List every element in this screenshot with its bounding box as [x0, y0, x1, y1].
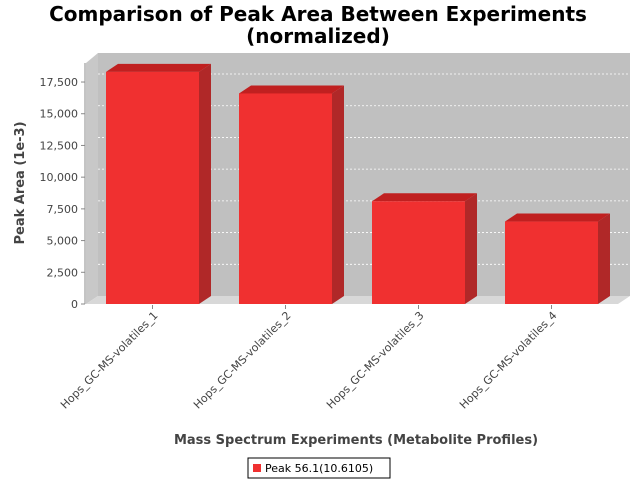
- legend-box: [247, 457, 391, 479]
- legend: Peak 56.1(10.6105): [247, 457, 391, 479]
- y-tick-label: 2,500: [47, 266, 79, 279]
- y-axis-ticks: 0 2,500 5,000 7,500 10,000 12,500 15,000 17,500: [40, 76, 85, 311]
- x-tick-label: Hops_GC-MS-volatiles_4: [457, 309, 560, 412]
- bar-front: [106, 71, 199, 305]
- legend-label: Peak 56.1(10.6105): [265, 462, 373, 475]
- plot-floor: [86, 296, 630, 304]
- y-tick-label: 12,500: [40, 139, 79, 152]
- bar-front: [239, 93, 332, 304]
- bar: [505, 213, 610, 304]
- legend-swatch: [253, 464, 261, 472]
- y-tick-label: 7,500: [47, 203, 79, 216]
- x-tick-label: Hops_GC-MS-volatiles_3: [324, 309, 427, 412]
- x-axis-label: Mass Spectrum Experiments (Metabolite Pr…: [174, 433, 538, 448]
- y-axis-label: Peak Area (1e-3): [13, 121, 28, 244]
- bar-side: [332, 85, 344, 304]
- bar: [239, 85, 344, 304]
- x-tick-label: Hops_GC-MS-volatiles_1: [58, 309, 161, 412]
- y-tick-label: 0: [71, 298, 78, 311]
- bar: [106, 63, 211, 305]
- bar-side: [598, 213, 610, 304]
- bar-top: [372, 193, 477, 202]
- bar-top: [106, 63, 211, 72]
- x-tick-label: Hops_GC-MS-volatiles_2: [191, 309, 294, 412]
- bar-front: [372, 201, 465, 304]
- y-tick-label: 5,000: [47, 235, 79, 248]
- bar: [372, 193, 477, 304]
- y-tick-label: 10,000: [40, 171, 79, 184]
- plot-left-wall: [86, 53, 98, 304]
- chart-title-line-2: (normalized): [246, 24, 390, 48]
- bar-top: [239, 85, 344, 94]
- y-tick-label: 15,000: [40, 108, 79, 121]
- bar-series: [106, 63, 610, 305]
- bar-front: [505, 221, 598, 304]
- plot-back-wall: [98, 53, 630, 296]
- bar-side: [199, 63, 211, 304]
- bar-side: [465, 193, 477, 304]
- chart-title-line-1: Comparison of Peak Area Between Experime…: [49, 2, 587, 26]
- y-tick-label: 17,500: [40, 76, 79, 89]
- x-axis-ticks: Hops_GC-MS-volatiles_1 Hops_GC-MS-volatil…: [58, 305, 560, 411]
- bar-top: [505, 213, 610, 222]
